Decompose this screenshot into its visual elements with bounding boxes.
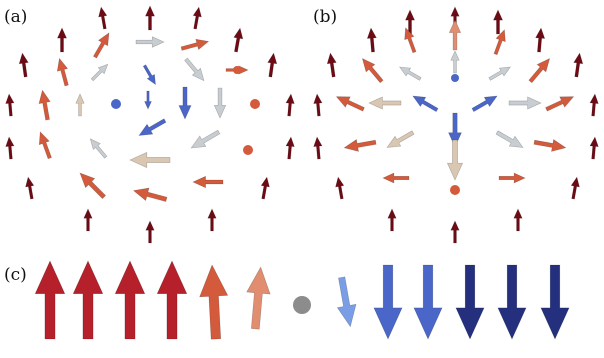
spin-arrow [570,176,580,200]
panel-c-legend [34,260,570,340]
spin-arrow [79,172,107,200]
legend-up-arrow [34,260,66,340]
edge-dot [250,99,260,109]
spin-arrow [492,9,504,35]
spin-arrow [488,66,512,81]
spin-arrow [38,131,52,160]
spin-arrow [589,93,599,117]
legend-down-arrow [455,264,485,340]
spin-arrow [38,89,51,121]
core-dot [111,99,121,109]
legend-up-arrow [114,260,146,340]
spin-arrow [135,36,165,48]
spin-arrow [450,220,460,244]
spin-arrow [326,52,337,78]
spin-arrow [89,138,108,159]
edge-dot [450,185,460,195]
legend-up-arrow [199,264,229,340]
spin-arrow [56,27,68,53]
spin-arrow [495,130,524,148]
spin-arrow [498,172,526,184]
spin-arrow [343,138,377,152]
legend-down-arrow [373,264,403,340]
spin-arrow [90,63,109,82]
spin-arrow [573,52,584,78]
spin-arrow [98,6,108,30]
legend-down-arrow [413,264,443,340]
spin-arrow [313,93,323,117]
spin-arrow [361,57,384,84]
spin-arrow [446,139,464,181]
legend-down-arrow [540,264,570,340]
spin-arrow [144,90,152,110]
spin-arrow [190,129,221,149]
spin-arrow [450,50,460,74]
spin-arrow [589,136,599,160]
spin-arrow [448,19,462,51]
spin-arrow [25,176,35,200]
spin-arrow [382,172,410,184]
spin-arrow [144,5,156,31]
legend-up-arrow [246,266,271,330]
spin-arrow [56,57,69,87]
spin-arrow [387,208,397,232]
spin-arrow [285,136,295,160]
spin-arrow [368,96,402,110]
panel-a-vortex [5,5,295,244]
legend-up-arrow [72,260,104,340]
spin-arrow [142,64,156,86]
legend-up-arrow [156,260,188,340]
spin-arrow [513,208,523,232]
spin-arrow [545,96,575,112]
spin-arrow [335,96,365,112]
spin-arrow [93,32,110,59]
spin-arrow [335,176,345,200]
spin-arrow [145,220,155,244]
spin-arrow [508,96,542,110]
spin-arrow [5,93,15,117]
spin-arrow [75,93,85,117]
spin-arrow [213,87,227,119]
spin-arrow [398,66,422,81]
spin-arrow [184,57,205,82]
spin-arrow [5,136,15,160]
spin-arrow [267,52,278,78]
spin-arrow [260,176,270,200]
spin-arrow [192,6,202,30]
spin-arrow [412,95,439,112]
panel-b-hedgehog [313,6,599,244]
spin-arrow [404,9,416,35]
spin-arrow [192,175,224,189]
legend-down-arrow [497,264,527,340]
spin-arrow [404,27,417,54]
spin-arrow [129,151,171,169]
spin-arrow [448,112,462,148]
spin-arrow [533,138,567,152]
spin-arrow [18,52,29,78]
panel-a-label: (a) [4,7,27,27]
spin-arrow [233,27,244,53]
spin-arrow [285,93,295,117]
spin-arrow [386,130,415,148]
spin-arrow [535,27,546,53]
panel-c-label: (c) [4,265,27,285]
spin-arrow [207,208,217,232]
spin-arrow [138,118,167,136]
spin-arrow [471,95,498,112]
spin-arrow [313,136,323,160]
spin-arrow [178,86,192,120]
legend-in-plane-dot [293,296,311,314]
spin-arrow [132,187,168,202]
edge-dot [243,145,253,155]
spin-arrow [366,27,377,53]
panel-b-label: (b) [313,7,337,27]
edge-dot [233,66,241,74]
core-dot [451,74,459,82]
spin-arrow [180,38,210,51]
spin-arrow [528,57,551,84]
spin-arrow [493,29,506,56]
spin-arrow [83,208,93,232]
legend-down-arrow [336,276,357,328]
